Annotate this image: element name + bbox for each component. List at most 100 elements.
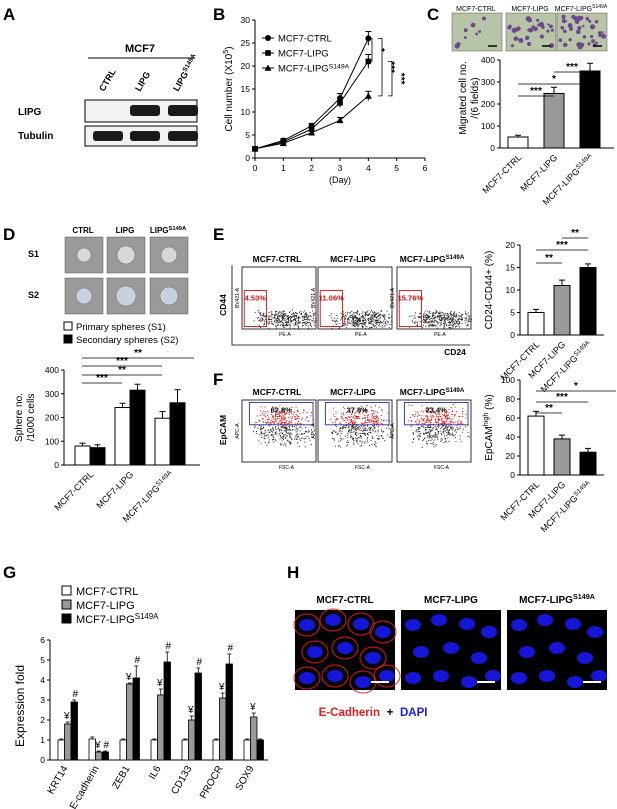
nucleus [511,619,527,631]
flow-event [434,411,436,413]
flow-event [282,310,284,312]
flow-event [264,432,266,434]
flow-event [363,429,365,431]
flow-event [260,431,262,433]
flow-event [442,414,444,416]
flow-event [268,321,270,323]
flow-event [445,412,447,414]
flow-event [283,324,285,326]
flow-event [427,426,429,428]
migrated-cell [589,34,594,39]
flow-event [357,443,359,445]
flow-event [443,316,445,318]
flow-event [426,318,428,320]
flow-event [435,313,437,315]
flow-event [369,444,371,446]
flow-event [356,319,358,321]
flow-event [286,428,288,430]
flow-event [263,324,265,326]
flow-event [443,415,445,417]
flow-event [367,322,369,324]
flow-event [352,318,354,320]
flow-event [429,436,431,438]
flow-event [302,322,304,324]
flow-event [427,427,429,429]
flow-event [356,432,358,434]
flow-event [261,412,263,414]
flow-event [365,420,367,422]
flow-event [438,418,440,420]
flow-event [373,413,375,415]
flow-event [282,312,284,314]
flow-event [289,427,291,429]
flow-event [369,311,371,313]
flow-plot [241,266,317,330]
flow-event [271,320,273,322]
significance-bracket [368,38,373,62]
migrated-cell [513,36,519,41]
flow-event [261,317,263,319]
flow-event [368,427,370,429]
flow-event [380,435,382,437]
flow-event [267,442,269,444]
flow-event [440,438,442,440]
flow-event [356,435,358,437]
flow-event [432,429,434,431]
flow-event [353,443,355,445]
flow-event [353,312,355,314]
flow-event [428,420,430,422]
flow-event [447,431,449,433]
flow-event [373,316,375,318]
flow-event [297,420,299,422]
flow-event [357,321,359,323]
sphere [159,286,179,306]
flow-event [334,445,336,447]
flow-event [355,415,357,417]
flow-event [273,438,275,440]
superscript: S149A [572,339,591,358]
flow-event [296,438,298,440]
flow-event [282,317,284,319]
flow-event [419,422,421,424]
flow-event [465,318,467,320]
legend-marker [264,64,272,71]
flow-event [436,422,438,424]
flow-event [255,425,257,427]
flow-event [369,428,371,430]
flow-event [272,426,274,428]
flow-event [347,319,349,321]
flow-event [423,417,425,419]
flow-event [456,320,458,322]
flow-event [366,311,368,313]
flow-event [375,317,377,319]
migrated-cell [454,43,460,49]
flow-event [264,316,266,318]
flow-event [350,420,352,422]
flow-event [445,325,447,327]
flow-event [383,318,385,320]
flow-event [313,324,315,326]
flow-event [289,416,291,418]
flow-event [309,319,311,321]
gate [243,290,267,327]
flow-event [262,318,264,320]
flow-event [272,416,274,418]
flow-event [349,426,351,428]
flow-event [435,325,437,327]
flow-event [359,429,361,431]
flow-event [345,417,347,419]
flow-event [430,324,432,326]
flow-event [364,316,366,318]
flow-event [367,319,369,321]
flow-event [448,408,450,410]
flow-event [308,319,310,321]
flow-event [286,318,288,320]
flow-event [450,407,452,409]
superscript: S149A [181,52,197,73]
flow-event [307,314,309,316]
inner-y-label: APC-A [311,423,317,439]
flow-event [372,429,374,431]
flow-event [425,322,427,324]
flow-event [377,411,379,413]
